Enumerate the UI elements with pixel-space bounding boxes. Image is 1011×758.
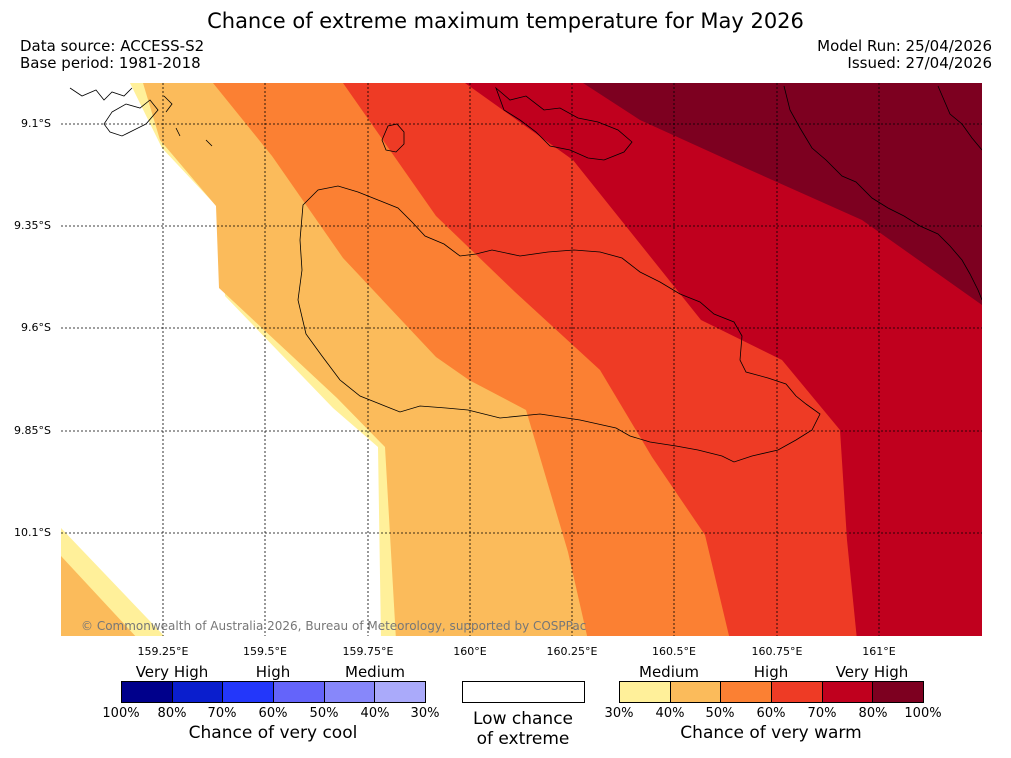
run-info: Model Run: 25/04/2026 Issued: 27/04/2026 bbox=[817, 38, 992, 72]
issued-date: Issued: 27/04/2026 bbox=[847, 54, 992, 72]
band-70-80 bbox=[465, 83, 982, 636]
cool-swatch bbox=[223, 682, 275, 702]
cool-category: Medium bbox=[345, 663, 405, 681]
cool-tick: 30% bbox=[410, 706, 440, 721]
warm-tick: 80% bbox=[858, 706, 888, 721]
data-source: Data source: ACCESS-S2 bbox=[20, 37, 205, 55]
cool-colorbar bbox=[121, 681, 426, 703]
cool-swatch bbox=[172, 682, 224, 702]
malaita-north bbox=[937, 85, 982, 151]
cool-tick: 100% bbox=[102, 706, 140, 721]
lon-label: 160.25°E bbox=[546, 645, 598, 658]
lon-label: 159.25°E bbox=[137, 645, 189, 658]
island-malaita bbox=[495, 86, 633, 161]
cool-swatch bbox=[375, 682, 426, 702]
low-chance-swatch bbox=[462, 681, 585, 703]
island-savo bbox=[381, 123, 405, 153]
lat-label: 9.35°S bbox=[14, 219, 51, 232]
lon-label: 160.75°E bbox=[751, 645, 803, 658]
warm-label: Chance of very warm bbox=[680, 723, 862, 743]
graticule bbox=[61, 83, 982, 636]
warm-tick: 60% bbox=[756, 706, 786, 721]
warm-tick: 50% bbox=[705, 706, 735, 721]
cool-category: Very High bbox=[135, 663, 209, 681]
cool-tick: 70% bbox=[207, 706, 237, 721]
warm-category: Medium bbox=[639, 663, 699, 681]
model-run: Model Run: 25/04/2026 bbox=[817, 37, 992, 55]
band-80-100 bbox=[583, 83, 982, 305]
lat-label: 9.1°S bbox=[21, 117, 51, 130]
lon-label: 160.5°E bbox=[652, 645, 696, 658]
corner-band-40-50 bbox=[61, 556, 136, 636]
warm-tick: 70% bbox=[807, 706, 837, 721]
lat-label: 9.6°S bbox=[21, 321, 51, 334]
warm-tick: 30% bbox=[604, 706, 634, 721]
cool-label: Chance of very cool bbox=[188, 723, 358, 743]
cool-swatch bbox=[324, 682, 376, 702]
warm-tick: 100% bbox=[904, 706, 942, 721]
lon-label: 159.75°E bbox=[342, 645, 394, 658]
cool-tick: 40% bbox=[360, 706, 390, 721]
cool-tick: 80% bbox=[157, 706, 187, 721]
warm-tick: 40% bbox=[655, 706, 685, 721]
island-guadalcanal bbox=[297, 185, 821, 463]
cool-swatch bbox=[122, 682, 173, 702]
lat-label: 9.85°S bbox=[14, 424, 51, 437]
warm-swatch bbox=[670, 682, 722, 702]
warm-swatch bbox=[620, 682, 671, 702]
low-chance-line1: Low chance bbox=[473, 709, 573, 729]
warm-swatch bbox=[772, 682, 823, 702]
cool-swatch bbox=[274, 682, 325, 702]
malaita-south bbox=[783, 85, 982, 301]
warm-swatch bbox=[822, 682, 874, 702]
warm-colorbar bbox=[619, 681, 924, 703]
warm-category: Very High bbox=[835, 663, 909, 681]
lat-label: 10.1°S bbox=[14, 526, 51, 539]
copyright-notice: © Commonwealth of Australia 2026, Bureau… bbox=[81, 619, 587, 633]
cool-tick: 60% bbox=[258, 706, 288, 721]
probability-shading bbox=[61, 83, 982, 636]
cool-category: High bbox=[255, 663, 291, 681]
warm-category: High bbox=[753, 663, 789, 681]
low-chance-label: Low chance of extreme bbox=[473, 709, 573, 749]
lon-label: 159.5°E bbox=[243, 645, 287, 658]
low-chance-line2: of extreme bbox=[476, 729, 570, 749]
lon-label: 160°E bbox=[453, 645, 487, 658]
warm-swatch bbox=[721, 682, 773, 702]
warm-swatch bbox=[873, 682, 924, 702]
lon-label: 161°E bbox=[862, 645, 896, 658]
base-period: Base period: 1981-2018 bbox=[20, 54, 201, 72]
page-title: Chance of extreme maximum temperature fo… bbox=[207, 9, 804, 33]
cool-tick: 50% bbox=[309, 706, 339, 721]
data-info: Data source: ACCESS-S2 Base period: 1981… bbox=[20, 38, 204, 72]
